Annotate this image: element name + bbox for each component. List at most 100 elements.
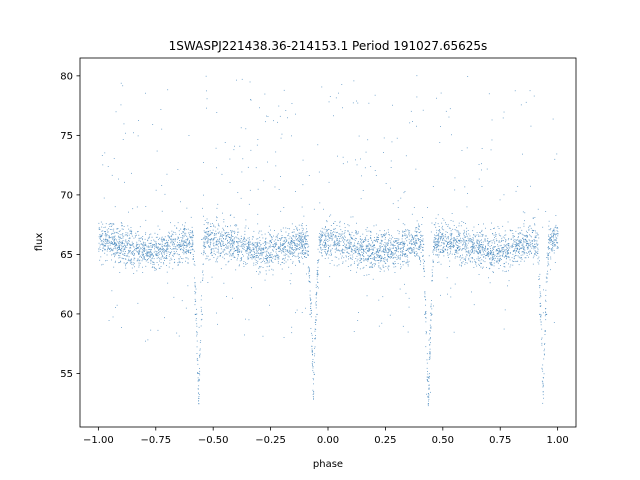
data-point (495, 234, 497, 236)
data-point (165, 256, 167, 258)
data-point (543, 373, 545, 375)
data-point (359, 238, 361, 240)
data-point (471, 252, 473, 253)
data-point (166, 255, 167, 256)
data-point (301, 243, 303, 245)
data-point (472, 246, 474, 248)
data-point (121, 235, 123, 237)
data-point (466, 227, 468, 229)
data-point (174, 238, 176, 240)
data-point (353, 263, 355, 264)
data-point (233, 240, 235, 242)
data-point (555, 227, 557, 229)
data-point (298, 244, 300, 246)
data-point (125, 132, 126, 134)
data-point (428, 400, 429, 402)
data-point (365, 246, 367, 248)
data-point (384, 257, 386, 259)
data-point (529, 253, 530, 255)
data-point (198, 326, 200, 328)
data-point (397, 257, 399, 259)
data-point (456, 241, 458, 243)
data-point (223, 230, 225, 232)
data-point (553, 242, 555, 244)
data-point (553, 233, 555, 235)
data-point (497, 226, 499, 228)
data-point (283, 237, 285, 238)
data-point (310, 305, 312, 307)
data-point (369, 245, 371, 246)
data-point (182, 237, 184, 239)
data-point (376, 254, 378, 256)
data-point (533, 255, 535, 257)
data-point (436, 244, 437, 245)
data-point (440, 237, 441, 239)
data-point (281, 237, 283, 239)
data-point (176, 253, 178, 255)
data-point (383, 249, 384, 251)
data-point (165, 250, 167, 252)
data-point (530, 252, 532, 254)
data-point (257, 241, 259, 243)
data-point (188, 235, 190, 237)
data-point (522, 247, 524, 249)
data-point (545, 299, 546, 301)
data-point (397, 263, 399, 264)
data-point (139, 244, 140, 246)
data-point (232, 239, 234, 240)
data-point (206, 107, 207, 109)
data-point (111, 259, 112, 261)
data-point (489, 246, 491, 248)
data-point (210, 226, 211, 227)
data-point (422, 217, 423, 218)
data-point (313, 208, 315, 210)
data-point (413, 237, 415, 239)
data-point (128, 238, 130, 240)
data-point (312, 389, 314, 391)
data-point (464, 263, 466, 265)
data-point (325, 254, 327, 256)
data-point (504, 256, 506, 257)
data-point (429, 330, 431, 331)
data-point (156, 247, 158, 249)
data-point (346, 246, 348, 248)
data-point (504, 249, 506, 251)
data-point (218, 232, 220, 234)
data-point (317, 144, 319, 146)
data-point (555, 226, 557, 228)
data-point (259, 107, 260, 109)
data-point (413, 247, 415, 249)
data-point (250, 256, 251, 258)
data-point (231, 235, 233, 237)
data-point (350, 246, 352, 248)
data-point (312, 370, 314, 372)
data-point (336, 225, 338, 226)
data-point (328, 248, 329, 250)
data-point (275, 242, 277, 244)
data-point (132, 252, 134, 254)
data-point (122, 243, 124, 244)
data-point (382, 264, 384, 266)
data-point (174, 232, 176, 233)
data-point (512, 235, 514, 237)
data-point (378, 252, 380, 254)
data-point (258, 230, 260, 232)
data-point (514, 236, 515, 237)
data-point (326, 235, 328, 237)
data-point (137, 231, 138, 233)
data-point (301, 245, 303, 247)
data-point (172, 239, 174, 241)
data-point (179, 246, 181, 247)
data-point (473, 259, 475, 261)
data-point (384, 242, 386, 243)
data-point (494, 246, 495, 248)
data-point (426, 332, 427, 333)
data-point (109, 229, 111, 230)
data-point (428, 339, 430, 341)
data-point (495, 234, 497, 236)
data-point (515, 190, 517, 192)
data-point (385, 183, 387, 184)
data-point (122, 246, 124, 248)
data-point (292, 247, 293, 248)
data-point (141, 251, 143, 253)
